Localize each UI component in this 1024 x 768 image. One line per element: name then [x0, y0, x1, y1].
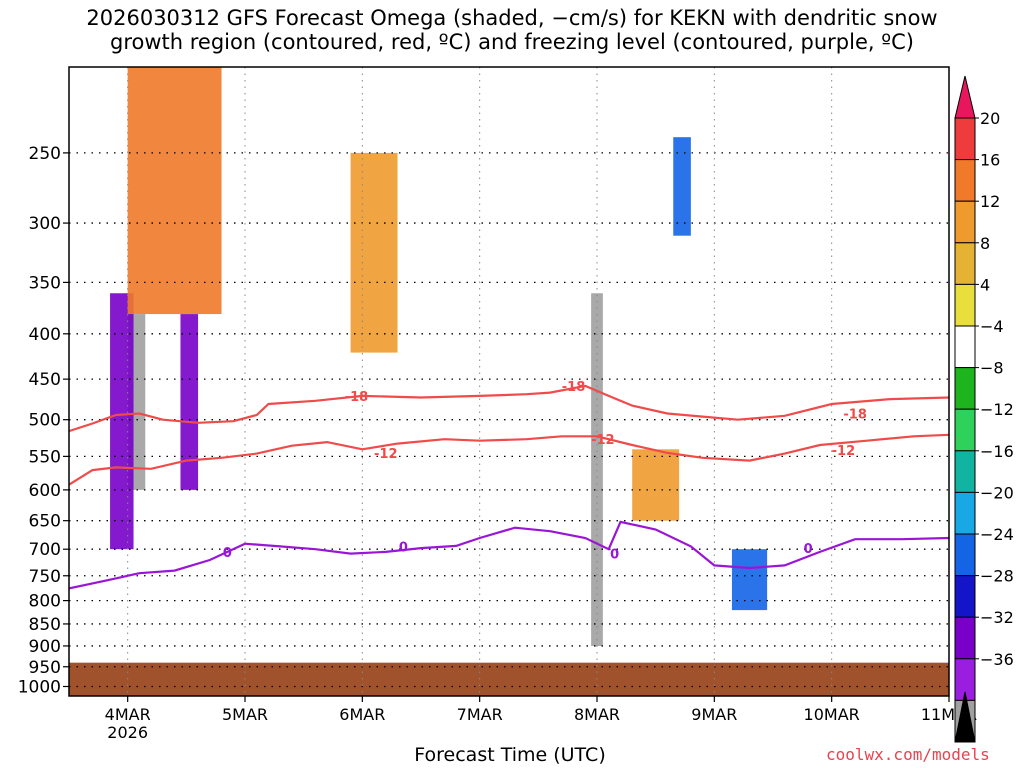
omega-cell-7	[350, 152, 398, 353]
x-tick-label-6: 6MAR	[339, 705, 385, 724]
y-tick-label-800: 800	[29, 592, 61, 612]
y-tick-label-550: 550	[29, 447, 61, 467]
x-tick-sublabel-4: 2026	[107, 723, 148, 742]
y-tick-label-850: 850	[29, 615, 61, 635]
omega-cell-5	[673, 137, 691, 236]
y-tick-label-450: 450	[29, 370, 61, 390]
y-tick-label-900: 900	[29, 637, 61, 657]
x-axis-label: Forecast Time (UTC)	[414, 744, 606, 766]
contour-label-0-3: 0	[804, 542, 813, 557]
colorbar-label-2: 12	[980, 192, 1000, 211]
contour-line-0	[69, 520, 949, 590]
omega-cell-6	[127, 67, 222, 315]
colorbar-bottom-triangle	[954, 691, 976, 743]
x-tick-label-10: 10MAR	[804, 705, 860, 724]
colorbar-label-12: −32	[980, 608, 1014, 627]
colorbar-box-8	[954, 408, 976, 452]
colorbar-label-7: −12	[980, 400, 1014, 419]
plot-frame	[68, 66, 950, 697]
y-tick-label-700: 700	[29, 540, 61, 560]
x-tick-label-8: 8MAR	[574, 705, 620, 724]
contour-label--18-2: -18	[843, 407, 867, 422]
x-tick-label-7: 7MAR	[457, 705, 503, 724]
y-tick-label-1000: 1000	[18, 677, 61, 697]
colorbar-label-5: −4	[980, 317, 1004, 336]
y-tick-label-950: 950	[29, 658, 61, 678]
x-tick-label-4: 4MAR	[105, 705, 151, 724]
omega-cell-8	[632, 449, 680, 521]
colorbar-box-3	[954, 200, 976, 244]
y-tick-label-300: 300	[29, 214, 61, 234]
colorbar-top-triangle	[954, 75, 976, 119]
y-tick-label-750: 750	[29, 567, 61, 587]
contour-label-0-1: 0	[399, 540, 408, 555]
colorbar-box-7	[954, 367, 976, 410]
source-credit[interactable]: coolwx.com/models	[826, 745, 990, 764]
contour-label--12-1: -12	[591, 433, 615, 448]
colorbar-label-8: −16	[980, 442, 1014, 461]
colorbar-box-13	[954, 616, 976, 660]
colorbar-label-13: −36	[980, 650, 1014, 669]
colorbar-label-9: −20	[980, 483, 1014, 502]
contour-label--18-0: -18	[345, 390, 369, 405]
chart-title-line-2: growth region (contoured, red, ºC) and f…	[110, 30, 914, 54]
contour-label-0-2: 0	[610, 548, 619, 563]
colorbar-box-11	[954, 533, 976, 577]
contour-label--12-2: -12	[832, 444, 856, 459]
colorbar-label-4: 4	[980, 275, 990, 294]
colorbar-box-1	[954, 117, 976, 161]
x-tick-label-9: 9MAR	[691, 705, 737, 724]
contour-label-0-0: 0	[223, 546, 232, 561]
y-tick-label-500: 500	[29, 411, 61, 431]
colorbar-label-11: −28	[980, 567, 1014, 586]
chart-title-line-1: 2026030312 GFS Forecast Omega (shaded, −…	[86, 6, 938, 30]
contour-line--18	[69, 384, 949, 433]
colorbar-label-1: 16	[980, 151, 1000, 170]
y-tick-label-650: 650	[29, 512, 61, 532]
colorbar-label-0: 20	[980, 109, 1000, 128]
omega-cell-2	[180, 314, 199, 490]
y-tick-label-350: 350	[29, 273, 61, 293]
colorbar-label-6: −8	[980, 359, 1004, 378]
colorbar-box-4	[954, 242, 976, 285]
contour-line--12	[69, 433, 949, 486]
contour-label--12-0: -12	[374, 447, 398, 462]
colorbar-box-6	[954, 325, 976, 369]
omega-cell-3	[591, 293, 603, 646]
colorbar-box-2	[954, 159, 976, 202]
colorbar-box-5	[954, 283, 976, 327]
x-tick-label-5: 5MAR	[222, 705, 268, 724]
y-tick-label-600: 600	[29, 481, 61, 501]
ground-surface	[69, 662, 949, 696]
omega-cell-1	[110, 293, 134, 550]
colorbar-box-12	[954, 575, 976, 618]
colorbar-label-10: −24	[980, 525, 1014, 544]
colorbar-box-9	[954, 450, 976, 493]
y-tick-label-250: 250	[29, 144, 61, 164]
y-tick-label-400: 400	[29, 325, 61, 345]
colorbar-label-3: 8	[980, 234, 990, 253]
colorbar-box-10	[954, 491, 976, 535]
contour-label--18-1: -18	[562, 380, 586, 395]
